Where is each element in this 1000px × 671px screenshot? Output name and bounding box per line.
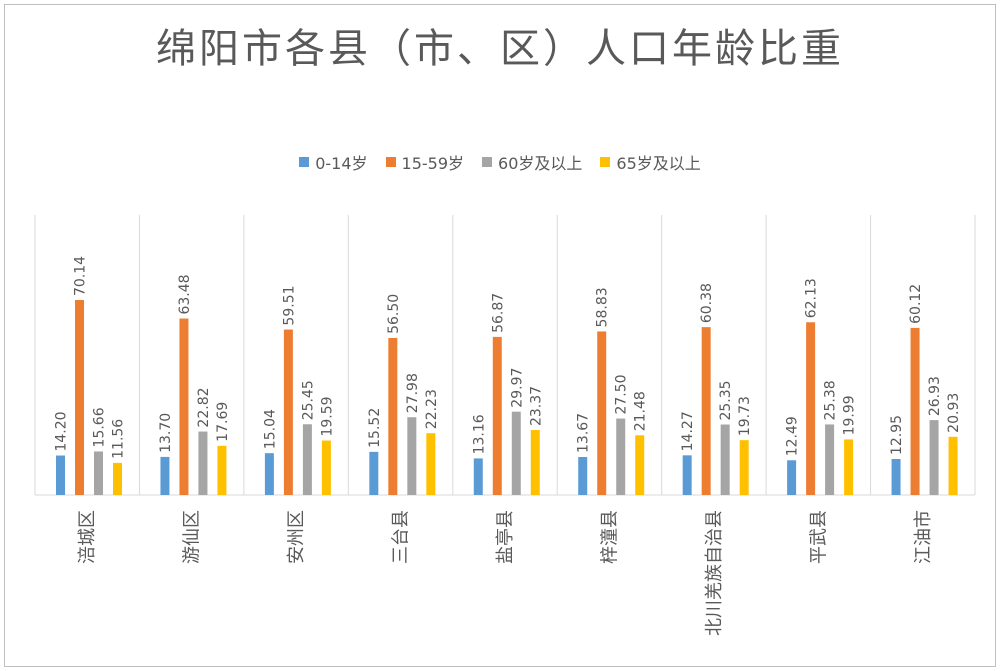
category-label: 盐亭县: [495, 510, 516, 564]
data-label: 12.95: [889, 415, 905, 455]
data-label: 13.70: [158, 413, 174, 453]
data-label: 27.98: [405, 373, 421, 413]
data-label: 14.20: [54, 411, 70, 451]
bar: [948, 436, 958, 495]
data-label: 20.93: [946, 393, 962, 433]
bar: [407, 417, 417, 495]
bar: [806, 322, 816, 495]
data-label: 15.66: [92, 407, 108, 447]
bar: [94, 451, 103, 495]
data-label: 15.04: [262, 409, 278, 449]
bar: [929, 420, 939, 495]
legend-swatch: [482, 157, 493, 167]
category-label: 梓潼县: [599, 510, 620, 564]
category-label: 平武县: [808, 510, 829, 564]
data-label: 58.83: [595, 287, 611, 327]
legend-swatch: [385, 157, 396, 167]
category-label: 安州区: [286, 510, 307, 564]
bar: [511, 411, 521, 495]
data-label: 19.59: [319, 396, 335, 436]
legend-label: 15-59岁: [401, 154, 465, 173]
data-label: 21.48: [633, 391, 649, 431]
legend-item-2: 60岁及以上: [482, 150, 582, 174]
data-label: 17.69: [215, 402, 231, 442]
data-label: 70.14: [73, 256, 89, 296]
bar: [473, 458, 483, 495]
bar: [844, 439, 854, 495]
bar: [578, 456, 588, 495]
data-label: 25.45: [300, 380, 316, 420]
chart-title: 绵阳市各县（市、区）人口年龄比重: [156, 26, 844, 72]
data-label: 12.49: [785, 416, 801, 456]
data-label: 22.82: [196, 387, 212, 427]
legend-item-0: 0-14岁: [299, 150, 368, 174]
bar: [369, 451, 379, 495]
bar: [739, 440, 749, 495]
bar: [701, 327, 711, 495]
bar: [825, 424, 835, 495]
data-label: 14.27: [680, 411, 696, 451]
legend: 0-14岁 15-59岁 60岁及以上 65岁及以上: [0, 150, 1000, 174]
data-label: 60.12: [908, 284, 924, 324]
legend-swatch: [299, 157, 310, 167]
bar: [910, 327, 920, 495]
category-label: 江油市: [913, 510, 934, 564]
data-label: 22.23: [424, 389, 440, 429]
legend-item-3: 65岁及以上: [600, 150, 701, 174]
bar: [635, 435, 645, 495]
bar: [616, 418, 626, 495]
bar: [388, 337, 398, 495]
bar: [530, 430, 540, 495]
data-label: 26.93: [927, 376, 943, 416]
bar: [720, 424, 730, 495]
legend-label: 60岁及以上: [498, 154, 583, 173]
bar: [113, 462, 122, 495]
category-label: 三台县: [391, 510, 412, 564]
legend-item-1: 15-59岁: [385, 150, 465, 174]
bar: [160, 456, 170, 495]
data-label: 59.51: [281, 285, 297, 325]
data-label: 27.50: [614, 374, 630, 414]
data-label: 23.37: [528, 386, 544, 426]
bar: [264, 453, 274, 495]
bar: [787, 460, 797, 495]
data-label: 11.56: [111, 419, 127, 459]
data-label: 63.48: [177, 274, 193, 314]
legend-label: 0-14岁: [315, 154, 368, 173]
category-label: 游仙区: [182, 510, 203, 564]
chart-frame: [4, 4, 996, 667]
data-label: 56.50: [386, 294, 402, 334]
legend-swatch: [600, 157, 611, 167]
bar: [426, 433, 436, 495]
data-label: 60.38: [699, 283, 715, 323]
category-label: 涪城区: [77, 510, 98, 564]
bar: [198, 431, 208, 495]
bar: [492, 336, 502, 495]
data-label: 25.38: [823, 380, 839, 420]
data-label: 13.67: [576, 413, 592, 453]
bar: [302, 424, 312, 495]
bar: [682, 455, 692, 495]
bar: [283, 329, 293, 495]
bar: [597, 331, 607, 495]
data-label: 62.13: [804, 278, 820, 318]
bar: [321, 440, 331, 495]
data-label: 29.97: [509, 368, 525, 408]
bar: [179, 318, 189, 495]
legend-label: 65岁及以上: [616, 154, 701, 173]
data-label: 19.99: [842, 395, 858, 435]
bar: [75, 300, 84, 495]
bar: [56, 455, 65, 495]
bar: [217, 445, 227, 495]
data-label: 13.16: [471, 414, 487, 454]
bar: [891, 458, 901, 495]
data-label: 15.52: [367, 408, 383, 448]
data-label: 25.35: [718, 380, 734, 420]
category-label: 北川羌族自治县: [704, 510, 725, 636]
data-label: 56.87: [490, 293, 506, 333]
data-label: 19.73: [737, 396, 753, 436]
